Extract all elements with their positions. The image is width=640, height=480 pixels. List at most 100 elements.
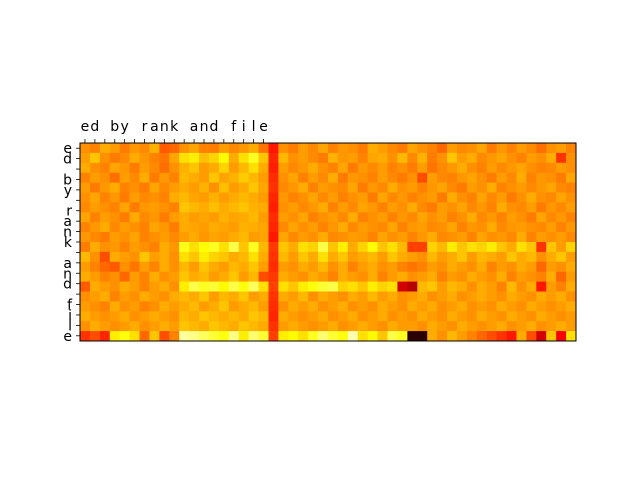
heatmap-cell (476, 172, 488, 183)
heatmap-cell (149, 281, 160, 292)
heatmap-cell (268, 152, 279, 164)
heatmap-cell (337, 162, 349, 174)
heatmap-cell (466, 281, 478, 292)
heatmap-cell (556, 143, 567, 154)
heatmap-cell (99, 232, 111, 243)
heatmap-cell (556, 172, 567, 183)
heatmap-cell (298, 321, 309, 332)
y-tick-label: r (66, 204, 72, 220)
heatmap-cell (447, 311, 458, 322)
heatmap-cell (526, 202, 537, 213)
heatmap-cell (506, 202, 517, 213)
heatmap-cell (337, 291, 349, 302)
heatmap-cell (407, 192, 418, 203)
heatmap-cell (417, 251, 428, 263)
heatmap-cell (506, 301, 517, 312)
heatmap-cell (129, 291, 140, 302)
heatmap-cell (298, 192, 309, 203)
heatmap-cell (199, 281, 210, 292)
heatmap-cell (486, 261, 498, 273)
heatmap-cell (387, 232, 398, 243)
heatmap-cell (377, 172, 388, 183)
heatmap-cell (347, 202, 359, 213)
heatmap-cell (258, 182, 269, 193)
heatmap-cell (179, 152, 190, 164)
heatmap-cell (248, 143, 259, 154)
heatmap-cell (377, 321, 388, 332)
heatmap-cell (377, 143, 388, 154)
heatmap-cell (169, 222, 180, 233)
heatmap-cell (248, 271, 259, 282)
heatmap-cell (139, 271, 150, 282)
heatmap-cell (159, 281, 170, 292)
heatmap-cell (189, 162, 200, 174)
heatmap-cell (149, 232, 160, 243)
heatmap-cell (526, 301, 537, 312)
heatmap-cell (536, 232, 547, 243)
heatmap-cell (308, 242, 319, 253)
heatmap-cell (99, 202, 111, 213)
heatmap-cell (456, 291, 468, 302)
heatmap-cell (536, 202, 547, 213)
heatmap-cell (278, 311, 289, 322)
heatmap-cell (298, 331, 309, 342)
heatmap-cell (526, 242, 537, 253)
heatmap-cell (228, 172, 240, 183)
heatmap-cell (89, 242, 101, 253)
heatmap-cell (387, 152, 398, 164)
heatmap-cell (129, 251, 140, 263)
heatmap-cell (199, 311, 210, 322)
y-tick-label: a (63, 214, 72, 230)
heatmap-cell (268, 291, 279, 302)
heatmap-cell (248, 172, 259, 183)
heatmap-cell (278, 321, 289, 332)
heatmap-cell (99, 311, 111, 322)
heatmap-cell (456, 331, 468, 342)
heatmap-cell (89, 271, 101, 282)
heatmap-cell (189, 202, 200, 213)
heatmap-cell (109, 251, 121, 263)
heatmap-cell (139, 261, 150, 273)
heatmap-cell (387, 311, 398, 322)
heatmap-cell (496, 321, 507, 332)
heatmap-cell (496, 143, 507, 154)
heatmap-cell (427, 232, 438, 243)
heatmap-cell (288, 143, 299, 154)
heatmap-cell (149, 301, 160, 312)
heatmap-cell (169, 331, 180, 342)
heatmap-cell (169, 172, 180, 183)
heatmap-cell (437, 182, 448, 193)
x-tick-label: d (209, 119, 218, 135)
heatmap-cell (367, 222, 378, 233)
heatmap-cell (99, 182, 111, 193)
heatmap-cell (387, 321, 398, 332)
heatmap-cell (496, 152, 507, 164)
heatmap-cell (278, 281, 289, 292)
x-tick-label: k (170, 119, 179, 135)
heatmap-cell (109, 331, 121, 342)
heatmap-cell (566, 291, 577, 302)
heatmap-cell (288, 261, 299, 273)
heatmap-cell (456, 152, 468, 164)
heatmap-cell (139, 291, 150, 302)
heatmap-cell (119, 192, 130, 203)
heatmap-cell (80, 281, 91, 292)
heatmap-cell (149, 202, 160, 213)
heatmap-cell (437, 331, 448, 342)
x-tick-label: f (231, 119, 237, 135)
heatmap-cell (546, 242, 557, 253)
heatmap-cell (89, 162, 101, 174)
heatmap-cell (496, 271, 507, 282)
heatmap-cell (407, 311, 418, 322)
heatmap-cell (228, 291, 240, 302)
heatmap-cell (159, 242, 170, 253)
heatmap-cell (258, 202, 269, 213)
heatmap-cell (288, 212, 299, 223)
heatmap-cell (159, 311, 170, 322)
heatmap-cell (466, 162, 478, 174)
heatmap-cell (288, 232, 299, 243)
heatmap-cell (228, 182, 240, 193)
heatmap-cell (139, 311, 150, 322)
heatmap-cell (139, 232, 150, 243)
x-tick-label: a (150, 119, 159, 135)
